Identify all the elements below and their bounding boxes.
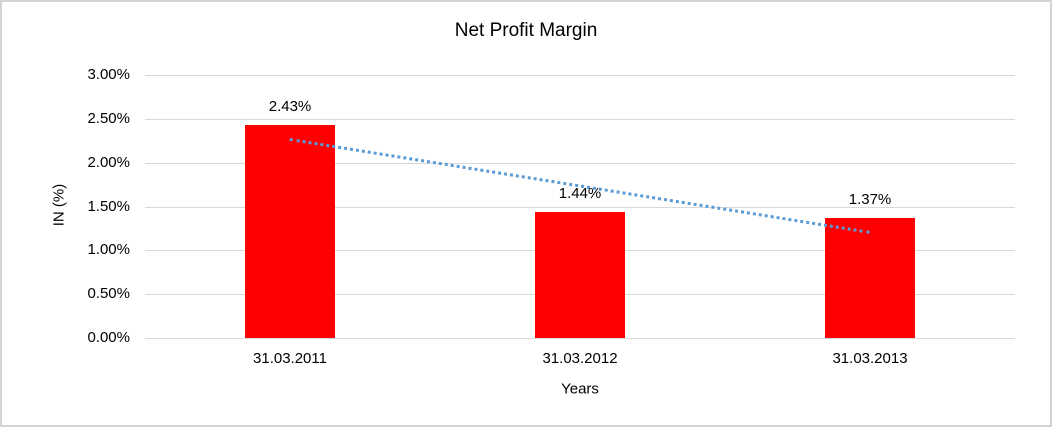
bar-value-label: 1.44% <box>558 184 602 202</box>
gridline-3.00% <box>145 75 1015 76</box>
y-tick-label: 1.50% <box>87 197 130 215</box>
bar-value-label: 2.43% <box>268 97 312 115</box>
x-tick-label: 31.03.2011 <box>253 350 327 367</box>
y-tick-label: 2.00% <box>87 153 130 171</box>
bar-31.03.2013 <box>825 217 915 338</box>
gridline-0.00% <box>145 338 1015 339</box>
x-tick-label: 31.03.2012 <box>542 350 618 367</box>
chart-title: Net Profit Margin <box>454 20 598 41</box>
gridline-1.50% <box>145 206 1015 208</box>
y-tick-label: 2.50% <box>87 109 130 127</box>
gridline-2.50% <box>145 118 1015 120</box>
bar-value-label: 1.37% <box>848 190 892 208</box>
x-axis-title: Years <box>561 380 599 398</box>
y-tick-label: 1.00% <box>87 241 130 259</box>
y-tick-label: 0.50% <box>87 285 130 303</box>
bar-31.03.2012 <box>535 211 625 338</box>
y-tick-label: 0.00% <box>87 329 130 346</box>
gridline-2.00% <box>145 162 1015 164</box>
bar-31.03.2011 <box>245 124 335 338</box>
y-tick-label: 3.00% <box>87 66 130 83</box>
x-tick-label: 31.03.2013 <box>832 350 908 367</box>
